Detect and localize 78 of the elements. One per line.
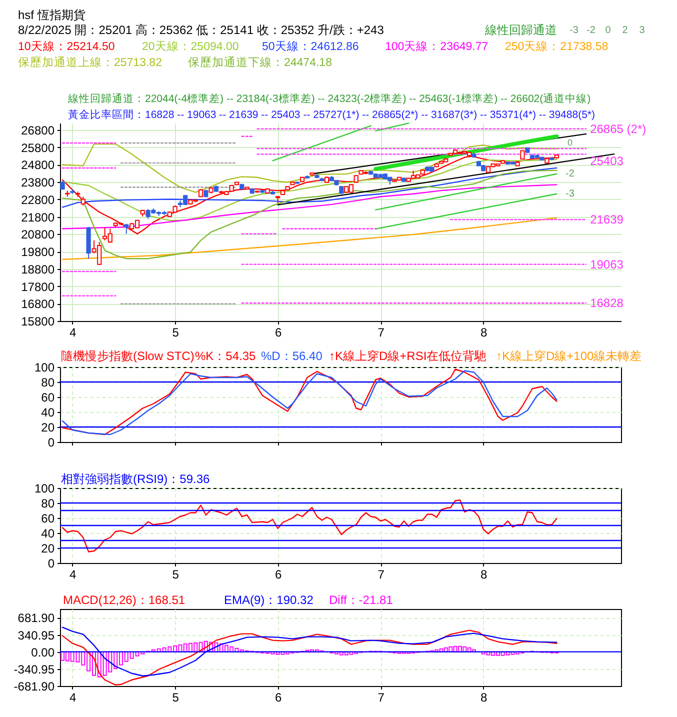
text: 20天線：25094.00 <box>142 40 239 53</box>
x-tick-label: 4 <box>69 568 76 582</box>
series-label: 16828 <box>590 296 624 310</box>
y-tick-label: 15800 <box>21 314 55 328</box>
series-label: %D：56.40 <box>261 349 323 363</box>
series-label: 25403 <box>590 154 624 168</box>
x-tick-label: 5 <box>172 568 180 582</box>
series-label: 19063 <box>590 257 624 272</box>
text: 2 <box>622 25 628 36</box>
chart-title: 隨機慢步指數(Slow STC) <box>61 349 194 363</box>
x-tick-label: 7 <box>378 326 385 340</box>
y-tick-label: 40 <box>41 406 55 420</box>
text: 線性回歸通道 <box>484 23 557 37</box>
text: 10天線：25214.50 <box>18 40 115 53</box>
y-tick-label: 100 <box>34 482 55 496</box>
y-tick-label: 100 <box>34 360 55 374</box>
y-tick-label: 340.95 <box>18 628 55 642</box>
text: 保歷加通道上線：25713.82 <box>18 56 162 69</box>
text: ↑K線上穿D線+100線未轉差 <box>496 349 642 363</box>
y-tick-label: 21800 <box>21 210 55 224</box>
text: -2 <box>586 25 596 36</box>
text: 50天線：24612.86 <box>262 40 359 53</box>
y-tick-label: 23800 <box>21 176 55 190</box>
y-tick-label: 26800 <box>21 123 55 138</box>
annotation: 0 <box>567 137 573 148</box>
y-tick-label: 60 <box>41 390 55 404</box>
annotation: -2 <box>566 168 575 180</box>
y-tick-label: 20 <box>41 542 55 556</box>
y-tick-label: 20 <box>41 420 55 434</box>
x-tick-label: 4 <box>69 326 76 340</box>
y-tick-label: 80 <box>41 376 55 390</box>
x-tick-label: 8 <box>480 568 488 582</box>
chart-subtitle: 8/22/2025 開：25201 高：25362 低：25141 收：25352 升/跌：+243 <box>18 23 384 37</box>
text: Diff：-21.81 <box>329 593 394 607</box>
x-tick-label: 6 <box>274 326 282 340</box>
y-tick-label: 0.00 <box>31 645 55 660</box>
y-tick-label: -681.90 <box>14 680 55 694</box>
y-tick-label: 0 <box>48 556 55 570</box>
x-tick-label: 8 <box>480 690 488 704</box>
text: 250天線：21738.58 <box>505 40 608 53</box>
annotation: -3 <box>566 188 575 200</box>
text: 100天線：23649.77 <box>385 40 488 53</box>
y-tick-label: 19800 <box>21 245 55 260</box>
series-label: 26865 (2*) <box>590 122 646 136</box>
y-tick-label: 80 <box>41 496 55 510</box>
x-tick-label: 6 <box>274 568 282 582</box>
text: 0 <box>605 25 612 36</box>
text: 保歷加通道下線：24474.18 <box>188 56 332 69</box>
x-tick-label: 7 <box>378 690 385 704</box>
text: ↑K線上穿D線+RSI在低位背馳 <box>329 349 487 363</box>
text: EMA(9)：190.32 <box>224 593 314 607</box>
y-tick-label: 0 <box>48 436 55 450</box>
y-tick-label: 25800 <box>21 140 55 155</box>
y-tick-label: -340.95 <box>14 662 55 676</box>
text: 線性回歸通道：22044(-4標準差) -- 23184(-3標準差) -- 24323(-2標準差) -- 25463(-1標準差) -- 26602(通道中線) <box>67 92 591 105</box>
text: 黃金比率區間：16828 -- 19063 -- 21639 -- 25403 -- 25727(1*) -- 26865(2*) -- 31687(3*) -- 35371(4*) -- 39488(5*) <box>68 108 595 121</box>
x-tick-label: 8 <box>480 326 488 340</box>
x-tick-label: 5 <box>172 326 180 340</box>
series-label: %K：54.35 <box>195 349 256 363</box>
x-tick-label: 4 <box>69 690 76 704</box>
y-tick-label: 17800 <box>21 280 55 294</box>
y-tick-label: 20800 <box>21 228 55 242</box>
text: 3 <box>639 25 646 36</box>
y-tick-label: 24800 <box>21 158 55 172</box>
x-tick-label: 6 <box>274 690 282 704</box>
text: MACD(12,26)：168.51 <box>63 593 186 607</box>
y-tick-label: 681.90 <box>18 611 55 626</box>
y-tick-label: 16800 <box>21 297 55 312</box>
series-label: 21639 <box>590 212 624 227</box>
y-tick-label: 22800 <box>21 192 55 207</box>
text: -3 <box>570 25 579 36</box>
chart-title: 相對強弱指數(RSI9)：59.36 <box>61 472 210 486</box>
y-tick-label: 18800 <box>21 262 55 276</box>
x-tick-label: 7 <box>378 568 385 582</box>
y-tick-label: 60 <box>41 512 55 526</box>
chart-title: hsf 恆指期貨 <box>18 8 86 22</box>
x-tick-label: 5 <box>172 690 180 704</box>
y-tick-label: 40 <box>41 526 55 540</box>
